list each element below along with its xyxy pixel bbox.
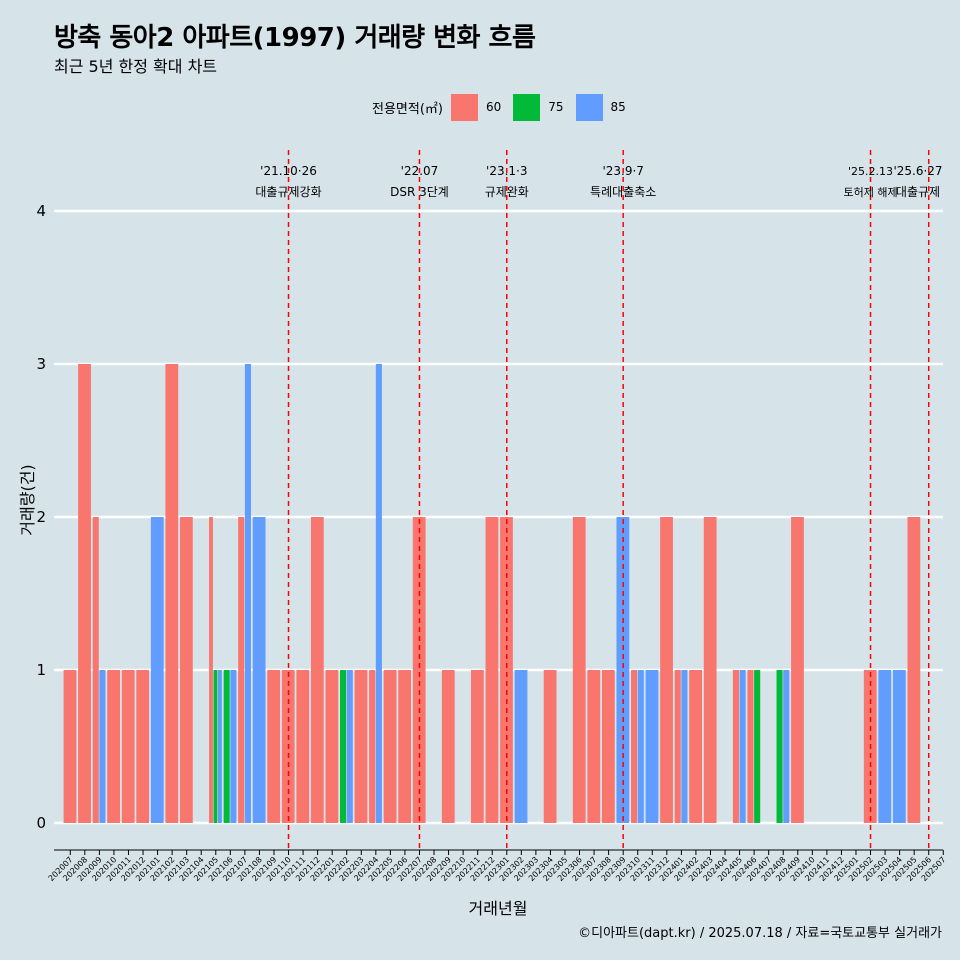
event-date-1: '22.07	[401, 164, 439, 178]
y-tick-label-0: 0	[36, 814, 46, 832]
bars	[63, 364, 921, 823]
legend-title: 전용면적(㎡)	[372, 101, 443, 117]
legend-label-60: 60	[485, 100, 502, 114]
bar-202207-60	[412, 517, 426, 823]
bar-202106-75	[223, 670, 230, 823]
legend-label-75: 75	[548, 100, 564, 114]
bar-202307-60	[587, 670, 601, 823]
legend: 전용면적(㎡) 60 75 85	[372, 93, 638, 121]
bar-202405-85	[739, 670, 746, 823]
bar-202504-85	[892, 670, 906, 823]
event-label-3: 특례대출축소	[590, 185, 656, 199]
bar-202406-60	[747, 670, 754, 823]
bar-202009-60	[92, 517, 99, 823]
bar-202402-60	[689, 670, 703, 823]
bar-202205-60	[383, 670, 397, 823]
event-label-2: 규제완화	[485, 185, 529, 199]
bar-202007-60	[63, 670, 77, 823]
bar-202011-60	[121, 670, 135, 823]
bar-202012-60	[136, 670, 150, 823]
bar-202008-60	[78, 364, 91, 823]
bar-202503-85	[878, 670, 892, 823]
legend-item-75: 75	[513, 93, 569, 121]
bar-202505-60	[907, 517, 921, 823]
bar-202311-85	[645, 670, 659, 823]
bar-202105-60	[209, 517, 213, 823]
y-axis-title: 거래량(건)	[18, 464, 37, 535]
bar-202203-60	[354, 670, 368, 823]
bar-202408-75	[776, 670, 783, 823]
bar-202111-60	[296, 670, 310, 823]
y-tick-label-2: 2	[36, 508, 46, 526]
bar-202107-85	[244, 364, 251, 823]
event-date-2: '23.1·3	[486, 164, 527, 178]
bar-202109-60	[267, 670, 281, 823]
bar-202105-75	[213, 670, 218, 823]
legend-item-60: 60	[450, 93, 507, 121]
bar-202201-60	[325, 670, 339, 823]
bar-202406-75	[754, 670, 761, 823]
bar-202209-60	[441, 670, 455, 823]
event-lines: '21.10·26 대출규제강화 '22.07 DSR 3단계 '23.1·3 규제완화 '…	[255, 150, 943, 850]
event-label-5: 대출규제	[896, 185, 940, 199]
chart-subtitle: 최근 5년 한정 확대 차트	[54, 57, 218, 76]
bar-202103-60	[179, 517, 193, 823]
bar-202204-85	[375, 364, 382, 823]
bar-202010-60	[107, 670, 121, 823]
bar-202212-60	[485, 517, 499, 823]
event-label-1: DSR 3단계	[390, 185, 449, 199]
event-date-3: '23.9·7	[602, 164, 643, 178]
bar-202312-60	[660, 517, 673, 823]
bar-202405-60	[732, 670, 739, 823]
bar-202310-85	[637, 670, 644, 823]
bar-202308-60	[601, 670, 615, 823]
chart-title: 방축 동아2 아파트(1997) 거래량 변화 흐름	[54, 23, 536, 53]
legend-item-85: 85	[575, 93, 632, 121]
bar-202106-85	[230, 670, 237, 823]
event-label-0: 대출규제강화	[255, 185, 321, 199]
legend-swatch-60	[450, 93, 478, 121]
x-axis-title: 거래년월	[469, 899, 528, 918]
bar-202206-60	[398, 670, 412, 823]
bar-202009-85	[99, 670, 106, 823]
bar-202211-60	[470, 670, 484, 823]
y-tick-label-3: 3	[36, 355, 46, 373]
bar-202408-85	[783, 670, 790, 823]
event-date-4: '25.2.13	[848, 165, 893, 178]
bar-202202-75	[340, 670, 347, 823]
bar-202107-60	[238, 517, 245, 823]
bar-202302-85	[514, 670, 528, 823]
bar-202310-60	[631, 670, 638, 823]
bar-202105-85	[218, 670, 222, 823]
bar-202112-60	[310, 517, 324, 823]
bar-202204-60	[369, 670, 376, 823]
bar-202101-85	[150, 517, 164, 823]
bar-202409-60	[791, 517, 804, 823]
bar-202108-85	[252, 517, 266, 823]
source-caption: ©디아파트(dapt.kr) / 2025.07.18 / 자료=국토교통부 실…	[578, 926, 942, 941]
legend-label-85: 85	[610, 100, 626, 114]
bar-202403-60	[703, 517, 717, 823]
legend-swatch-75	[513, 93, 541, 121]
bar-202309-85	[616, 517, 630, 823]
y-tick-label-1: 1	[36, 661, 46, 679]
y-tick-label-4: 4	[36, 202, 46, 220]
bar-202301-60	[500, 517, 513, 823]
bar-202306-60	[572, 517, 586, 823]
bar-202102-60	[165, 364, 179, 823]
legend-swatch-85	[575, 93, 603, 121]
bar-202401-85	[681, 670, 688, 823]
bar-202304-60	[543, 670, 557, 823]
event-label-4: 토허제 해제	[843, 185, 897, 199]
event-date-0: '21.10·26	[260, 164, 317, 178]
bar-202401-60	[674, 670, 681, 823]
bar-202202-85	[346, 670, 353, 823]
event-date-5: '25.6·27	[893, 164, 942, 178]
